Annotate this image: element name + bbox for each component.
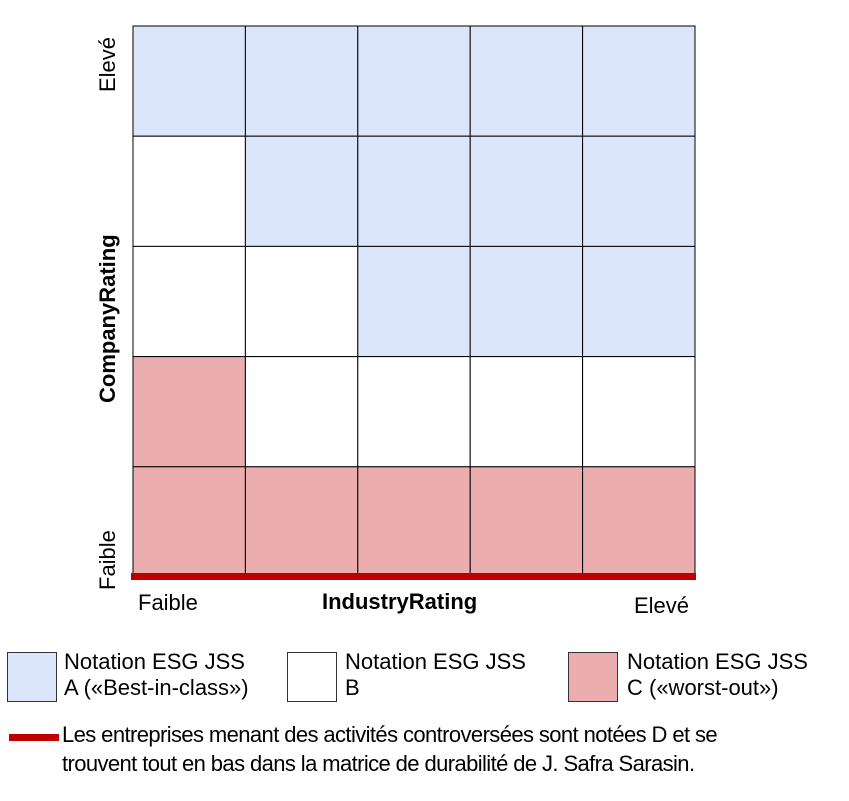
- matrix-cell-r1-c2-a: [244, 25, 359, 137]
- legend-d-note: Les entreprises menant des activités con…: [62, 720, 718, 778]
- sustainability-matrix: Elevé CompanyRating Faible Faible Indust…: [95, 25, 696, 618]
- matrix-cell-r1-c4-a: [469, 25, 584, 137]
- legend-swatch-b: [287, 652, 337, 702]
- legend-a-line1: Notation ESG JSS: [64, 649, 245, 674]
- matrix-cell-r5-c2-c: [244, 466, 359, 578]
- legend-c-line2: C («worst-out»): [627, 675, 779, 700]
- legend-swatch-a: [7, 652, 57, 702]
- matrix-cell-r5-c4-c: [469, 466, 584, 578]
- matrix-cell-r3-c2-b: [244, 245, 359, 358]
- matrix-cell-r2-c5-a: [582, 135, 696, 247]
- matrix-cell-r4-c2-b: [244, 356, 359, 468]
- matrix-cells: [132, 25, 696, 578]
- matrix-cell-r4-c5-b: [582, 356, 696, 468]
- matrix-cell-r5-c3-c: [357, 466, 471, 578]
- matrix-cell-r4-c1-c: [132, 356, 246, 468]
- legend-d-note-line2: trouvent tout en bas dans la matrice de …: [62, 751, 695, 776]
- matrix-cell-r3-c3-a: [357, 245, 471, 358]
- matrix-cell-r3-c5-a: [582, 245, 696, 358]
- matrix-cell-r5-c5-c: [582, 466, 696, 578]
- matrix-cell-r2-c2-a: [244, 135, 359, 247]
- matrix-cell-r2-c3-a: [357, 135, 471, 247]
- matrix-cell-r1-c1-a: [132, 25, 246, 137]
- legend-text-c: Notation ESG JSS C («worst-out»): [627, 649, 808, 701]
- matrix-cell-r4-c3-b: [357, 356, 471, 468]
- legend-text-b: Notation ESG JSS B: [345, 649, 526, 701]
- matrix-cell-r5-c1-c: [132, 466, 246, 578]
- legend-b-line2: B: [345, 675, 360, 700]
- matrix-cell-r4-c4-b: [469, 356, 584, 468]
- x-axis-low-label: Faible: [138, 590, 198, 615]
- y-axis-title: CompanyRating: [95, 234, 120, 403]
- x-axis-high-label: Elevé: [634, 593, 689, 618]
- legend-c-line1: Notation ESG JSS: [627, 649, 808, 674]
- legend-d-line: [9, 734, 59, 741]
- legend-b-line1: Notation ESG JSS: [345, 649, 526, 674]
- y-axis-low-label: Faible: [95, 530, 120, 590]
- legend-a-line2: A («Best-in-class»): [64, 675, 249, 700]
- matrix-cell-r3-c4-a: [469, 245, 584, 358]
- matrix-cell-r2-c4-a: [469, 135, 584, 247]
- controversial-d-line: [131, 573, 696, 580]
- matrix-cell-r1-c3-a: [357, 25, 471, 137]
- matrix-cell-r2-c1-b: [132, 135, 246, 247]
- matrix-cell-r1-c5-a: [582, 25, 696, 137]
- legend-d-note-line1: Les entreprises menant des activités con…: [62, 722, 718, 747]
- matrix-cell-r3-c1-b: [132, 245, 246, 358]
- y-axis-high-label: Elevé: [95, 37, 120, 92]
- legend-text-a: Notation ESG JSS A («Best-in-class»): [64, 649, 249, 701]
- legend-swatch-c: [568, 652, 618, 702]
- x-axis-title: IndustryRating: [322, 589, 477, 614]
